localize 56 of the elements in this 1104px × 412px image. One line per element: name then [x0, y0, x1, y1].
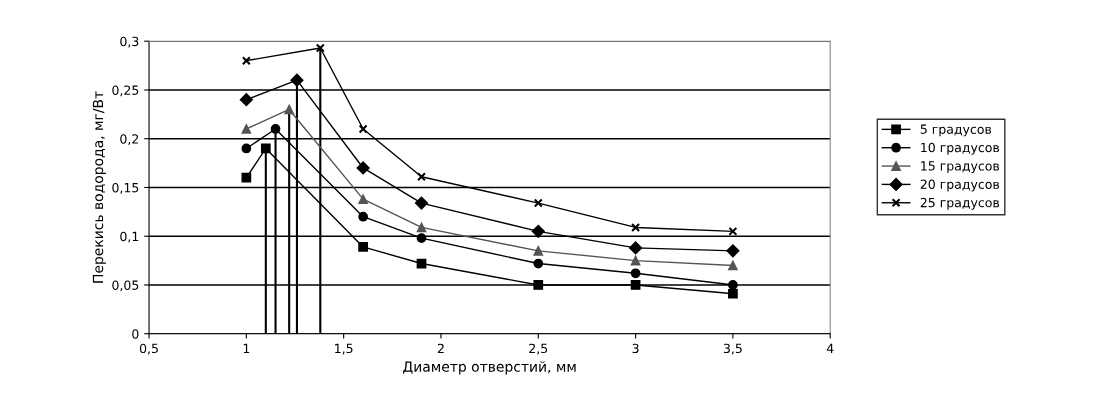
point [241, 124, 252, 134]
point [241, 56, 251, 66]
point [416, 172, 427, 182]
y-tick-label: 0,1 [120, 231, 139, 243]
x-tick-label: 1 [243, 343, 250, 353]
x-axis-title: Диаметр отверстий, мм [403, 361, 576, 375]
legend-label: 10 градусов [921, 142, 1000, 155]
point [533, 245, 544, 256]
y-tick-label: 0,05 [112, 280, 139, 292]
point [630, 255, 641, 266]
x-tick-label: 3 [632, 343, 639, 354]
point [241, 143, 252, 154]
x-tick-label: 4 [826, 343, 834, 353]
point [260, 143, 271, 154]
x-tick-label: 2,5 [529, 343, 548, 355]
legend-label: 5 градусов [920, 124, 992, 137]
y-tick-label: 0,2 [120, 134, 139, 145]
y-tick-label: 0,3 [120, 36, 139, 48]
x-tick-label: 3,5 [723, 343, 742, 355]
point [358, 211, 368, 222]
y-axis-title: Перекись водорода, мг/Вт [92, 91, 106, 283]
point [728, 280, 738, 290]
legend-label: 25 градусов [920, 197, 1000, 210]
point [533, 198, 543, 208]
point [239, 93, 253, 107]
point [630, 268, 641, 279]
point [315, 43, 325, 53]
x-tick-label: 0,5 [139, 343, 158, 355]
point [358, 124, 368, 134]
point [358, 242, 368, 252]
point [290, 73, 304, 87]
point [533, 280, 544, 290]
point [416, 233, 427, 244]
y-tick-label: 0 [132, 329, 139, 339]
legend-label: 15 градусов [921, 161, 1000, 174]
x-tick-label: 2 [437, 343, 444, 353]
point [531, 224, 545, 238]
point [241, 172, 252, 183]
point [414, 196, 429, 210]
legend-label: 20 градусов [920, 179, 1000, 192]
x-tick-label: 1,5 [335, 343, 353, 355]
point [356, 161, 370, 175]
point [728, 226, 738, 236]
point [728, 260, 738, 271]
point [728, 288, 738, 299]
point [416, 222, 427, 233]
point [631, 222, 641, 232]
y-tick-label: 0,25 [112, 85, 139, 97]
point [270, 124, 281, 134]
point [629, 241, 643, 255]
point [533, 258, 544, 269]
y-tick-label: 0,15 [112, 182, 139, 194]
point [726, 244, 740, 258]
point [358, 194, 368, 205]
point [284, 104, 295, 115]
point [630, 280, 641, 290]
